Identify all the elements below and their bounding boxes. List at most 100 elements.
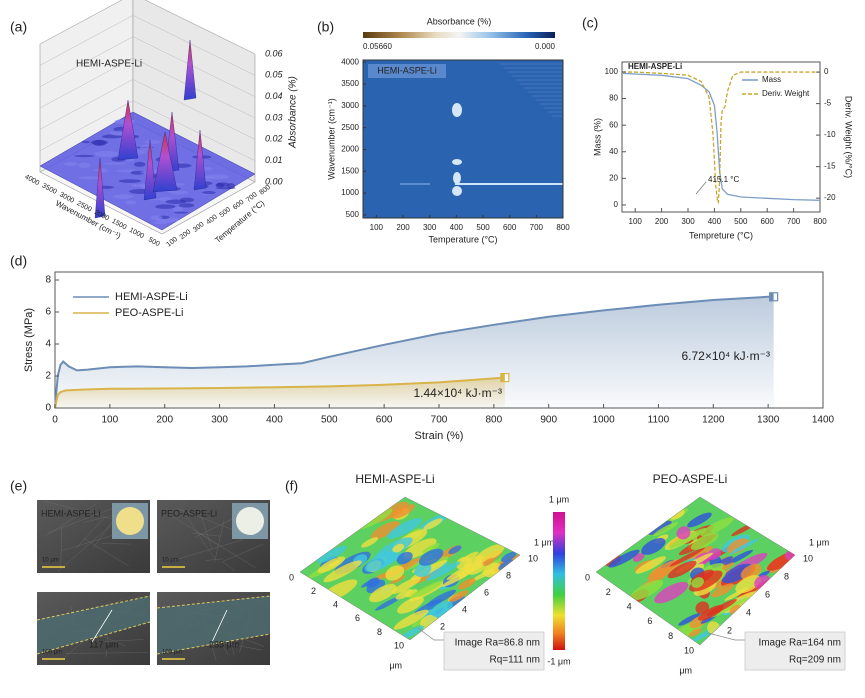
- panel-label: (c): [582, 15, 598, 31]
- y-tick-label: 3000: [341, 101, 359, 110]
- surface-texture: [179, 203, 194, 207]
- y-tick-label: 200: [179, 228, 193, 241]
- thickness-label: 233 μm: [209, 639, 239, 649]
- edge-tick-label: 10: [684, 645, 694, 655]
- thickness-label: 117 μm: [89, 639, 119, 649]
- surface-title: HEMI-ASPE-Li: [355, 472, 434, 486]
- y-tick-label: 1000: [341, 188, 359, 197]
- surface-texture: [91, 140, 108, 145]
- surface-texture: [74, 155, 94, 157]
- x-tick-label: 500: [147, 236, 161, 248]
- z-tick-label: 0.01: [265, 155, 283, 165]
- y-tick-label: 20: [609, 173, 618, 182]
- surface-texture: [145, 140, 160, 144]
- x-tick-label: 700: [431, 415, 448, 426]
- legend-label: Deriv. Weight: [762, 89, 810, 98]
- edge-tick-label: 4: [462, 604, 467, 614]
- legend-label: Mass: [762, 75, 781, 84]
- x-tick-label: 400: [450, 223, 464, 232]
- y2-tick-label: -5: [824, 99, 832, 108]
- y-tick-label: 4000: [341, 57, 359, 66]
- membrane-photo: [236, 507, 264, 535]
- z-tick-label: 0.02: [265, 134, 283, 144]
- y-axis-label: Mass (%): [592, 118, 602, 156]
- surface-title: PEO-ASPE-Li: [653, 472, 728, 486]
- z-range-label: 1 μm: [809, 537, 829, 547]
- surface-texture: [113, 194, 134, 199]
- y-tick-label: 600: [232, 199, 246, 212]
- y2-tick-label: -10: [824, 130, 836, 139]
- panel-title: HEMI-ASPE-Li: [377, 65, 437, 75]
- x-tick-label: 100: [629, 217, 643, 226]
- panel-label: (a): [10, 19, 27, 35]
- series-annotation: 1.44×10⁴ kJ·m⁻³: [413, 386, 502, 400]
- edge-tick-label: 6: [355, 613, 360, 623]
- x-tick-label: 700: [787, 217, 801, 226]
- edge-tick-label: 6: [765, 589, 770, 599]
- x-tick-label: 500: [321, 415, 338, 426]
- scale-label: 10 μm: [42, 558, 59, 564]
- heatmap-spot: [452, 103, 462, 117]
- panel-label: (f): [285, 478, 298, 494]
- edge-tick-label: 4: [333, 600, 338, 610]
- z-tick-label: 0.03: [265, 112, 283, 122]
- edge-tick-label: 0: [585, 572, 590, 582]
- y-tick-label: 6: [45, 307, 51, 318]
- surface-texture: [172, 207, 183, 212]
- heatmap-spot: [452, 159, 462, 165]
- heatmap-spot: [453, 172, 461, 184]
- surface-texture: [103, 163, 127, 165]
- surface-texture: [227, 183, 235, 189]
- x-tick-label: 800: [556, 223, 570, 232]
- y2-tick-label: 0: [824, 67, 829, 76]
- x-tick-label: 1000: [128, 227, 145, 241]
- edge-tick-label: 8: [784, 571, 789, 581]
- y-tick-label: 4: [45, 339, 51, 350]
- edge-unit-label: μm: [679, 665, 692, 675]
- surface-texture: [134, 162, 146, 167]
- scale-label: 10 μm: [162, 558, 179, 564]
- surface-texture: [125, 200, 136, 204]
- edge-tick-label: 6: [647, 616, 652, 626]
- z-tick-label: 0.04: [265, 91, 283, 101]
- series-annotation: 6.72×10⁴ kJ·m⁻³: [681, 349, 770, 363]
- y-tick-label: 300: [192, 221, 206, 234]
- y-tick-label: 0: [614, 200, 619, 209]
- surface-texture: [82, 141, 90, 143]
- x-tick-label: 200: [396, 223, 410, 232]
- surface-texture: [202, 191, 216, 194]
- x-tick-label: 500: [476, 223, 490, 232]
- y-tick-label: 3500: [341, 79, 359, 88]
- y-tick-label: 100: [165, 236, 179, 249]
- surface-texture: [64, 162, 78, 166]
- x-tick-label: 800: [486, 415, 503, 426]
- colorbar-top-label: 1 μm: [549, 494, 569, 504]
- z-tick-label: 0.05: [265, 70, 284, 80]
- x-tick-label: 1300: [757, 415, 780, 426]
- surface-texture: [78, 176, 100, 179]
- panel-label: (d): [10, 253, 27, 269]
- x-tick-label: 600: [761, 217, 775, 226]
- panel-label: (e): [10, 478, 27, 494]
- legend-label: PEO-ASPE-Li: [115, 307, 183, 319]
- x-tick-label: 1200: [702, 415, 725, 426]
- x-axis-label: Tempreture (°C): [689, 230, 753, 240]
- legend-label: HEMI-ASPE-Li: [115, 291, 188, 303]
- x-tick-label: 0: [52, 415, 58, 426]
- edge-tick-label: 2: [727, 625, 732, 635]
- x-tick-label: 200: [156, 415, 173, 426]
- panel-title: HEMI-ASPE-Li: [628, 62, 682, 71]
- colorbar-tick-label: 0.000: [535, 42, 556, 51]
- x-tick-label: 1000: [592, 415, 615, 426]
- y-tick-label: 8: [45, 275, 51, 286]
- x-tick-label: 1400: [812, 415, 835, 426]
- edge-tick-label: 2: [311, 586, 316, 596]
- edge-tick-label: 0: [289, 572, 294, 582]
- z-range-label: 1 μm: [534, 537, 554, 547]
- surface-texture: [78, 162, 90, 168]
- x-tick-label: 600: [376, 415, 393, 426]
- y-tick-label: 40: [609, 147, 618, 156]
- edge-tick-label: 10: [528, 553, 538, 563]
- y-tick-label: 2: [45, 371, 51, 382]
- heatmap-spot: [452, 186, 462, 196]
